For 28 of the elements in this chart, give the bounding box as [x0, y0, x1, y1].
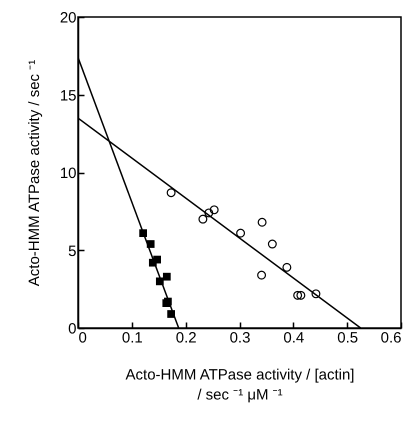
point — [258, 218, 267, 227]
point — [282, 262, 292, 272]
point — [268, 240, 277, 248]
x-tick-label: 0.2 — [176, 330, 197, 346]
point — [162, 272, 171, 281]
y-tick-label: 15 — [60, 87, 76, 104]
point — [204, 208, 214, 218]
x-tick-label: 0 — [78, 330, 87, 346]
point — [236, 228, 246, 238]
x-tick-label: 0.3 — [230, 330, 250, 346]
point — [210, 205, 219, 214]
y-tick-label: 20 — [60, 10, 76, 26]
text: Acto-HMM ATPase activity / [actin] — [126, 366, 354, 384]
x-tick-label: 0.4 — [283, 330, 304, 346]
y-tick-label: 5 — [68, 242, 76, 260]
point — [311, 289, 320, 298]
point — [293, 290, 302, 300]
point — [296, 290, 306, 300]
y-axis-title: Acto-HMM ATPase activity / sec ⁻¹ — [26, 60, 43, 286]
x-tick-label: 0.6 — [380, 330, 402, 346]
x-tick-label: 0.1 — [122, 330, 143, 346]
point — [198, 214, 208, 224]
text: / sec ⁻¹ μM ⁻¹ — [197, 386, 283, 404]
point — [153, 256, 162, 264]
y-tick-label: 10 — [60, 165, 76, 182]
x-tick-label: 0.5 — [337, 330, 358, 346]
point — [166, 188, 176, 198]
point — [257, 270, 266, 280]
